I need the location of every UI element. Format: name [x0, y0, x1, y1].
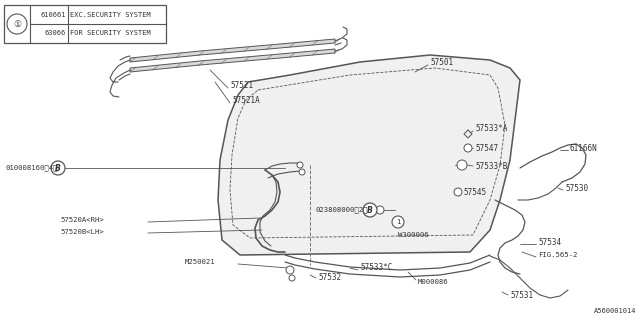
Text: 57547: 57547: [475, 143, 498, 153]
Text: 023808000（2）: 023808000（2）: [315, 207, 367, 213]
Circle shape: [286, 266, 294, 274]
Polygon shape: [218, 55, 520, 255]
Text: 57532: 57532: [318, 274, 341, 283]
Text: 57534: 57534: [538, 237, 561, 246]
Text: 63066: 63066: [45, 30, 66, 36]
Circle shape: [289, 275, 295, 281]
Circle shape: [464, 144, 472, 152]
Text: FOR SECURITY SYSTEM: FOR SECURITY SYSTEM: [70, 30, 151, 36]
Text: FIG.565-2: FIG.565-2: [538, 252, 577, 258]
Text: 57533*B: 57533*B: [475, 162, 508, 171]
Text: ①: ①: [13, 20, 21, 28]
Text: W300006: W300006: [398, 232, 429, 238]
Circle shape: [297, 162, 303, 168]
Text: 57533*C: 57533*C: [360, 263, 392, 273]
Text: 57520B<LH>: 57520B<LH>: [60, 229, 104, 235]
Text: M250021: M250021: [185, 259, 216, 265]
Text: 57520A<RH>: 57520A<RH>: [60, 217, 104, 223]
Polygon shape: [130, 49, 335, 72]
Text: 57533*A: 57533*A: [475, 124, 508, 132]
Text: EXC.SECURITY SYSTEM: EXC.SECURITY SYSTEM: [70, 12, 151, 18]
Text: M000086: M000086: [418, 279, 449, 285]
Text: 57531: 57531: [510, 291, 533, 300]
Circle shape: [392, 216, 404, 228]
Circle shape: [299, 169, 305, 175]
Polygon shape: [130, 39, 335, 62]
Text: B: B: [367, 205, 373, 214]
Text: 57501: 57501: [430, 58, 453, 67]
Text: 010008160（4）: 010008160（4）: [5, 165, 58, 171]
Text: 1: 1: [396, 219, 400, 225]
Circle shape: [51, 161, 65, 175]
Circle shape: [454, 188, 462, 196]
Text: B: B: [55, 164, 61, 172]
Text: A560001014: A560001014: [593, 308, 636, 314]
Text: 610661: 610661: [40, 12, 66, 18]
Circle shape: [363, 203, 377, 217]
FancyBboxPatch shape: [4, 5, 166, 43]
Circle shape: [376, 206, 384, 214]
Text: 57521: 57521: [230, 81, 253, 90]
Text: 57521A: 57521A: [232, 95, 260, 105]
Circle shape: [7, 14, 27, 34]
Circle shape: [457, 160, 467, 170]
Text: 61166N: 61166N: [570, 143, 598, 153]
Text: 57545: 57545: [463, 188, 486, 196]
Text: 57530: 57530: [565, 183, 588, 193]
